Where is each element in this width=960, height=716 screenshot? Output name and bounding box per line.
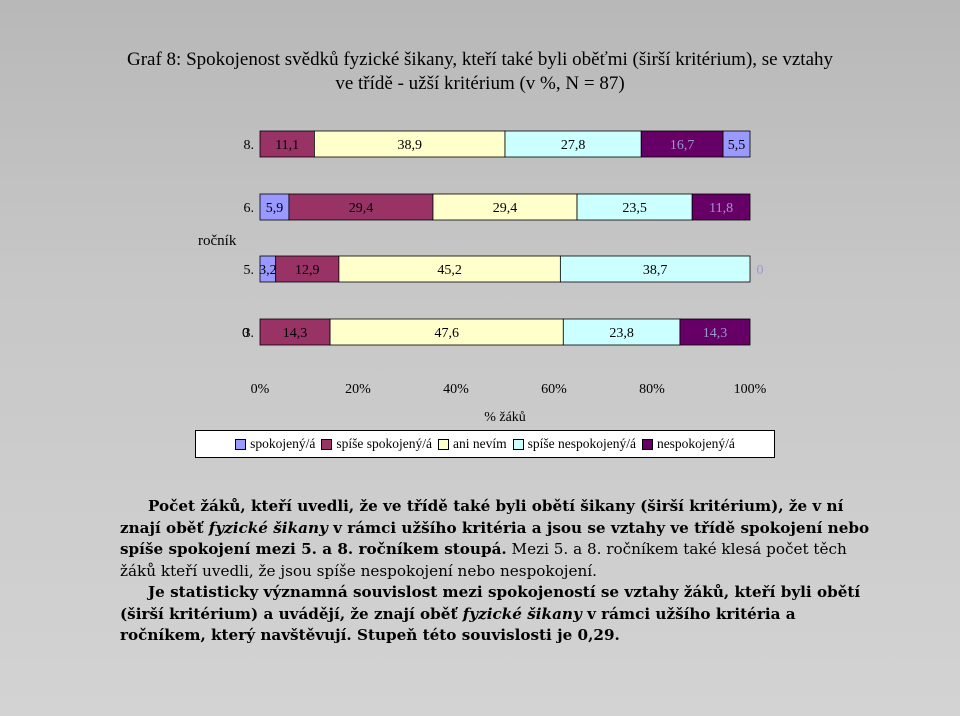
p2-bold-2: v rámci užšího kritéria a ročníkem, kter… <box>120 604 796 645</box>
category-label: 8. <box>244 138 255 153</box>
chart-area: 8. 11,1 38,9 27,8 16,7 5,5 6. 5,9 29,4 29,4 23,5 11… <box>185 108 777 459</box>
bar-chart-svg: 8. 11,1 38,9 27,8 16,7 5,5 6. 5,9 29,4 29,4 23,5 11… <box>242 130 767 425</box>
data-label: 38,9 <box>397 138 422 153</box>
bar-segment <box>259 193 290 221</box>
chart-legend: spokojený/á spíše spokojený/á ani nevím spí… <box>195 430 775 458</box>
legend-label: spíše spokojený/á <box>336 436 432 451</box>
data-label: 5,9 <box>266 201 284 216</box>
bar-segment <box>559 255 751 283</box>
data-label: 23,8 <box>609 326 634 341</box>
x-tick-label: 100% <box>734 382 767 397</box>
bar-segment <box>288 193 434 221</box>
legend-label: nespokojený/á <box>656 436 735 451</box>
legend-label: spíše nespokojený/á <box>527 436 636 451</box>
p2-bold-1: Je statisticky významná souvislost mezi … <box>120 583 861 623</box>
title-line-1: Graf 8: Spokojenost svědků fyzické šikan… <box>126 49 834 70</box>
y-axis-label: ročník <box>198 233 237 249</box>
p1-bold-1: Počet žáků, kteří uvedli, že ve třídě ta… <box>120 497 844 537</box>
category-label: 3. <box>244 326 255 341</box>
category-label: 5. <box>244 263 255 278</box>
data-label: 29,4 <box>349 201 374 216</box>
legend-item: spíše nespokojený/á <box>512 436 636 452</box>
bar-segment <box>562 318 681 346</box>
bar-segment <box>691 193 751 221</box>
p2-bold-italic: fyzické šikany <box>462 604 582 623</box>
data-label: 11,8 <box>709 201 733 216</box>
bar-segment <box>313 130 506 158</box>
p1-bold-italic: fyzické šikany <box>208 518 328 537</box>
x-tick-label: 20% <box>345 382 371 397</box>
legend-item: spíše spokojený/á <box>321 436 432 452</box>
legend-swatch <box>235 438 247 450</box>
x-tick-label: 60% <box>541 382 567 397</box>
data-label: 5,5 <box>728 138 746 153</box>
bar-segment <box>329 318 564 346</box>
data-label: 0 <box>757 263 764 278</box>
paragraph-2: Je statisticky významná souvislost mezi … <box>120 582 880 647</box>
data-label: 23,5 <box>622 201 647 216</box>
legend-label: spokojený/á <box>250 436 316 451</box>
legend-label: ani nevím <box>452 436 507 451</box>
bar-segment <box>432 193 578 221</box>
legend-swatch <box>641 438 653 450</box>
legend-item: nespokojený/á <box>641 436 735 452</box>
legend-swatch <box>321 438 333 450</box>
legend-swatch <box>512 438 524 450</box>
p1-normal: Mezi 5. a 8. ročníkem také klesá počet t… <box>120 540 847 580</box>
data-label: 14,3 <box>283 326 308 341</box>
body-text: Počet žáků, kteří uvedli, že ve třídě ta… <box>120 496 880 647</box>
bar-segment <box>722 130 751 158</box>
data-label: 38,7 <box>643 263 668 278</box>
paragraph-1: Počet žáků, kteří uvedli, že ve třídě ta… <box>120 496 880 582</box>
data-label: 12,9 <box>295 263 320 278</box>
legend-item: ani nevím <box>437 436 507 452</box>
data-label: 29,4 <box>493 201 518 216</box>
x-tick-label: 0% <box>251 382 270 397</box>
bar-segment <box>576 193 693 221</box>
chart-title: Graf 8: Spokojenost svědků fyzické šikan… <box>60 48 900 96</box>
x-tick-label: 80% <box>639 382 665 397</box>
title-line-2: ve třídě - užší kritérium (v %, N = 87) <box>335 73 625 94</box>
p1-bold-2: v rámci užšího kritéria a jsou se vztahy… <box>120 518 870 559</box>
x-axis-label: % žáků <box>484 410 526 425</box>
data-label: 27,8 <box>561 138 586 153</box>
x-tick-label: 40% <box>443 382 469 397</box>
data-label: 14,3 <box>703 326 728 341</box>
category-label: 6. <box>244 201 255 216</box>
data-label: 16,7 <box>670 138 695 153</box>
data-label: 47,6 <box>434 326 459 341</box>
legend-swatch <box>437 438 449 450</box>
data-label: 11,1 <box>275 138 299 153</box>
bar-segment <box>338 255 561 283</box>
bar-segment <box>679 318 751 346</box>
data-label: 45,2 <box>437 263 462 278</box>
data-label: 3,2 <box>259 263 277 278</box>
data-label: 0 <box>242 326 249 341</box>
bar-segment <box>275 255 340 283</box>
legend-item: spokojený/á <box>235 436 315 452</box>
